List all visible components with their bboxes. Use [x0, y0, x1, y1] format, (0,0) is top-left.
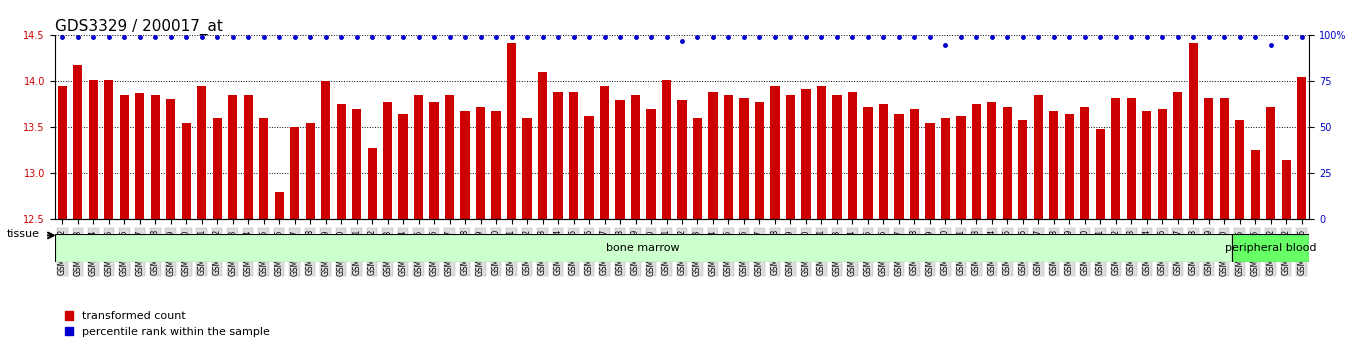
Bar [771, 86, 780, 219]
Bar [1065, 114, 1073, 219]
Legend: transformed count, percentile rank within the sample: transformed count, percentile rank withi… [60, 307, 274, 341]
Bar [1049, 111, 1058, 219]
Bar [352, 109, 361, 219]
Bar [615, 100, 625, 219]
Bar [1297, 77, 1307, 219]
Text: bone marrow: bone marrow [607, 243, 681, 253]
Bar [274, 192, 284, 219]
Bar [1127, 98, 1136, 219]
Bar [1282, 160, 1290, 219]
Bar [1173, 92, 1183, 219]
Bar [461, 111, 469, 219]
Bar [57, 86, 67, 219]
Bar [971, 104, 981, 219]
Bar [259, 118, 269, 219]
Bar [647, 109, 656, 219]
Bar [228, 95, 237, 219]
Bar [337, 104, 346, 219]
Bar [693, 118, 702, 219]
Bar [925, 123, 934, 219]
Bar [181, 123, 191, 219]
Bar [754, 102, 764, 219]
Bar [213, 118, 222, 219]
Bar [956, 116, 966, 219]
Bar [415, 95, 423, 219]
Bar [1219, 98, 1229, 219]
Bar [445, 95, 454, 219]
Bar [430, 102, 439, 219]
Bar [1142, 111, 1151, 219]
Bar [584, 116, 593, 219]
Bar [801, 89, 810, 219]
Bar [1095, 129, 1105, 219]
Bar [863, 107, 873, 219]
Bar [537, 72, 547, 219]
Bar [367, 148, 376, 219]
Bar [941, 118, 949, 219]
Bar [135, 93, 145, 219]
Bar [120, 95, 130, 219]
FancyBboxPatch shape [1232, 234, 1309, 262]
Bar [1251, 150, 1260, 219]
Bar [1112, 98, 1120, 219]
Bar [662, 80, 671, 219]
Bar [1003, 107, 1012, 219]
Bar [632, 95, 640, 219]
Bar [1204, 98, 1214, 219]
Bar [398, 114, 408, 219]
Bar [739, 98, 749, 219]
Bar [848, 92, 857, 219]
Bar [1080, 107, 1090, 219]
Bar [878, 104, 888, 219]
Text: GDS3329 / 200017_at: GDS3329 / 200017_at [55, 19, 222, 35]
Bar [1266, 107, 1275, 219]
Bar [1158, 109, 1168, 219]
Text: peripheral blood: peripheral blood [1225, 243, 1316, 253]
Bar [1034, 95, 1043, 219]
Bar [569, 92, 578, 219]
Bar [383, 102, 393, 219]
Text: tissue: tissue [7, 229, 40, 239]
Bar [476, 107, 486, 219]
Bar [988, 102, 997, 219]
Bar [507, 43, 516, 219]
Bar [1018, 120, 1027, 219]
Bar [244, 95, 252, 219]
Bar [291, 127, 299, 219]
Bar [1234, 120, 1244, 219]
Bar [74, 65, 82, 219]
Bar [895, 114, 903, 219]
Bar [89, 80, 98, 219]
Bar [1188, 43, 1198, 219]
Bar [708, 92, 717, 219]
Bar [166, 99, 176, 219]
Bar [491, 111, 501, 219]
Bar [600, 86, 610, 219]
Bar [196, 86, 206, 219]
Bar [724, 95, 732, 219]
Bar [817, 86, 827, 219]
Bar [832, 95, 842, 219]
Bar [554, 92, 563, 219]
Bar [150, 95, 160, 219]
Bar [104, 80, 113, 219]
Bar [910, 109, 919, 219]
Bar [786, 95, 795, 219]
Bar [522, 118, 532, 219]
Bar [321, 81, 330, 219]
Bar [678, 100, 686, 219]
FancyBboxPatch shape [55, 234, 1232, 262]
Bar [306, 123, 315, 219]
